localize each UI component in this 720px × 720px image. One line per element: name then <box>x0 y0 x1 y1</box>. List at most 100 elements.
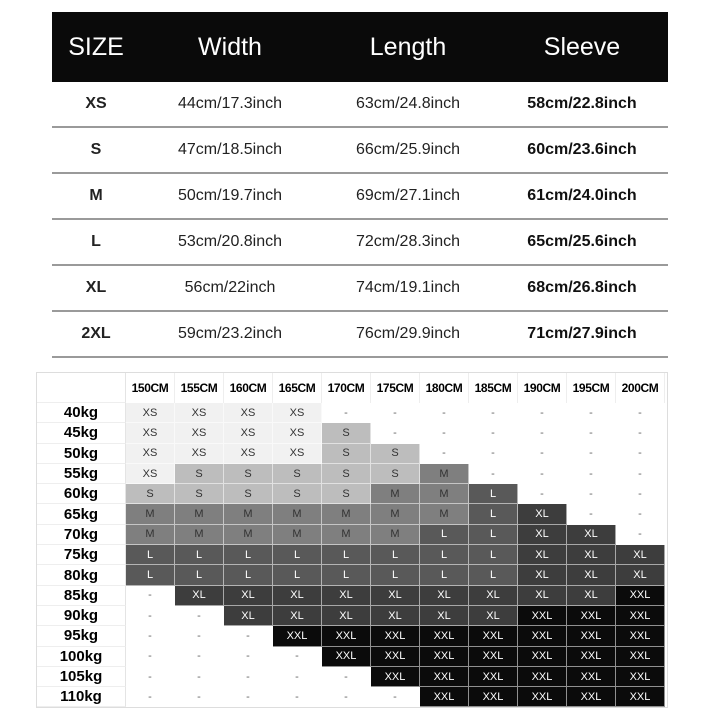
size-cell: XXL <box>616 605 665 627</box>
size-cell: M <box>126 504 175 525</box>
size-cell: - <box>126 646 175 667</box>
height-label: 185CM <box>469 373 518 403</box>
size-cell: L <box>469 524 518 546</box>
size-cell: - <box>567 484 616 505</box>
size-cell: XXL <box>420 666 469 688</box>
height-label: 170CM <box>322 373 371 403</box>
length-cell: 69cm/27.1inch <box>355 187 461 204</box>
size-cell: L <box>175 565 224 586</box>
size-cell: M <box>175 504 224 525</box>
size-cell: XL <box>518 585 567 606</box>
size-cell: XXL <box>371 626 420 647</box>
size-cell: M <box>371 504 420 525</box>
size-cell: XXL <box>567 646 616 667</box>
grid-row: 110kg - - - - - - XXL XXL XXL XXL XXL <box>37 687 667 708</box>
grid-row: 100kg - - - - XXL XXL XXL XXL XXL XXL XXL <box>37 646 667 667</box>
size-cell: XL <box>322 605 371 627</box>
size-cell: XS <box>175 403 224 424</box>
size-cell: XXL <box>518 626 567 647</box>
size-cell: S <box>224 463 273 485</box>
weight-label: 85kg <box>37 585 126 606</box>
size-cell: XXL <box>518 666 567 688</box>
height-label: 155CM <box>175 373 224 403</box>
size-cell: - <box>616 504 665 525</box>
size-cell: XL <box>616 565 665 586</box>
size-cell: - <box>420 403 469 424</box>
size-cell: S <box>273 484 322 505</box>
size-cell: XL <box>322 585 371 606</box>
weight-label: 60kg <box>37 484 126 505</box>
size-cell: S <box>126 484 175 505</box>
size-cell: XXL <box>469 626 518 647</box>
width-cell: 47cm/18.5inch <box>177 141 283 158</box>
size-cell: XXL <box>616 646 665 667</box>
size-cell: - <box>567 403 616 424</box>
size-cell: XL <box>420 585 469 606</box>
size-cell: S <box>322 463 371 485</box>
size-cell: - <box>518 443 567 464</box>
size-cell: 2XL <box>81 325 111 342</box>
grid-row: 105kg - - - - - XXL XXL XXL XXL XXL XXL <box>37 666 667 688</box>
size-cell: XXL <box>273 626 322 647</box>
measurement-header: SIZE Width Length Sleeve <box>52 12 668 82</box>
width-cell: 56cm/22inch <box>184 279 276 296</box>
size-cell: - <box>224 626 273 647</box>
size-cell: - <box>126 666 175 688</box>
table-row: XS 44cm/17.3inch 63cm/24.8inch 58cm/22.8inc… <box>52 82 668 128</box>
width-cell: 44cm/17.3inch <box>177 95 283 112</box>
grid-row: 90kg - - XL XL XL XL XL XL XXL XXL XXL <box>37 605 667 627</box>
size-cell: XXL <box>420 646 469 667</box>
size-cell: S <box>322 423 371 444</box>
size-cell: S <box>175 484 224 505</box>
height-label: 195CM <box>567 373 616 403</box>
size-cell: - <box>469 463 518 485</box>
size-cell: L <box>126 545 175 566</box>
size-cell: L <box>322 545 371 566</box>
size-cell: - <box>175 605 224 627</box>
size-cell: M <box>273 504 322 525</box>
size-cell: - <box>175 666 224 688</box>
weight-label: 100kg <box>37 646 126 667</box>
table-row: S 47cm/18.5inch 66cm/25.9inch 60cm/23.6inch <box>52 128 668 174</box>
size-cell: L <box>91 233 101 250</box>
size-cell: L <box>224 565 273 586</box>
size-cell: - <box>273 666 322 688</box>
sleeve-cell: 65cm/25.6inch <box>527 233 637 250</box>
size-cell: XXL <box>469 646 518 667</box>
header-length: Length <box>369 32 447 61</box>
size-cell: XS <box>175 443 224 464</box>
size-cell: XL <box>518 545 567 566</box>
size-cell: XXL <box>322 626 371 647</box>
size-cell: XXL <box>616 585 665 606</box>
size-cell: - <box>616 484 665 505</box>
size-cell: XXL <box>567 626 616 647</box>
measurement-table: SIZE Width Length Sleeve XS 44cm/17.3inch… <box>52 12 668 358</box>
weight-label: 45kg <box>37 423 126 444</box>
header-sleeve: Sleeve <box>543 32 621 61</box>
size-cell: - <box>322 687 371 708</box>
length-cell: 72cm/28.3inch <box>355 233 461 250</box>
size-cell: M <box>224 524 273 546</box>
size-cell: - <box>126 626 175 647</box>
size-cell: XXL <box>469 687 518 708</box>
size-cell: S <box>371 463 420 485</box>
size-cell: M <box>126 524 175 546</box>
size-cell: - <box>469 403 518 424</box>
size-cell: XL <box>224 605 273 627</box>
size-cell: XS <box>126 403 175 424</box>
size-cell: XL <box>273 585 322 606</box>
size-cell: XL <box>518 504 567 525</box>
size-cell: - <box>273 687 322 708</box>
size-cell: - <box>567 504 616 525</box>
size-cell: XL <box>616 545 665 566</box>
size-cell: XL <box>224 585 273 606</box>
size-cell: XXL <box>518 646 567 667</box>
size-cell: M <box>322 504 371 525</box>
size-cell: - <box>616 423 665 444</box>
size-cell: - <box>126 585 175 606</box>
sleeve-cell: 58cm/22.8inch <box>527 95 637 112</box>
size-cell: XXL <box>469 666 518 688</box>
size-cell: - <box>322 403 371 424</box>
size-cell: XXL <box>420 687 469 708</box>
size-cell: M <box>322 524 371 546</box>
